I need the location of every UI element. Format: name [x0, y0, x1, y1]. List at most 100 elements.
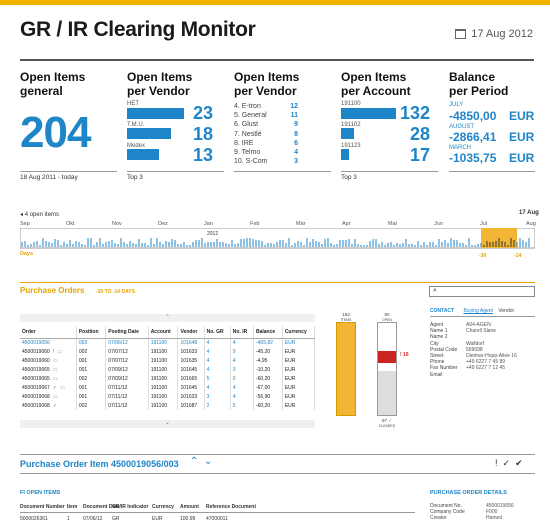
table-row[interactable]: 4500019068 ✓ 002 07/11/12 191100 101687 2 5 -60,… — [20, 401, 316, 410]
cell-value: 2 — [206, 402, 210, 409]
timeline-month: Jun — [434, 221, 443, 227]
table-row[interactable]: 4500019056 003 07/06/12 191100 101648 4 4 -465,… — [20, 338, 316, 347]
account-bar[interactable] — [341, 149, 349, 160]
fi-column-header[interactable]: Item — [67, 504, 78, 510]
fi-column-header[interactable]: Document Date — [83, 504, 120, 510]
balance-value[interactable]: -4850,00 — [449, 109, 497, 123]
cell-value: EUR — [284, 375, 296, 382]
timeline-chart[interactable] — [20, 228, 535, 250]
vendor-bar[interactable] — [127, 149, 159, 160]
column-header[interactable]: Currency — [282, 326, 316, 339]
chevron-up-icon[interactable]: ⌃ — [190, 456, 199, 467]
account-bar[interactable] — [341, 108, 396, 119]
contact-divider — [430, 316, 535, 317]
rank-value[interactable]: 4 — [294, 149, 298, 156]
column-header[interactable]: Order — [20, 326, 77, 339]
vendor-value[interactable]: 13 — [192, 145, 213, 165]
warning-icon[interactable]: ! — [52, 348, 55, 355]
cell-value: 4 — [232, 384, 236, 391]
column-header[interactable]: Vendor — [177, 326, 205, 339]
table-row[interactable]: 4500019060 ▭ 001 07/07/12 191100 101635 4 4 -4,9… — [20, 356, 316, 365]
table-row[interactable]: 4500019065 ▭ 002 07/09/12 191100 101665 5 0 -60,… — [20, 374, 316, 383]
po-details-title: PURCHASE ORDER DETAILS — [430, 490, 507, 496]
column-header[interactable]: Account — [148, 326, 179, 339]
check-icon[interactable]: ✓ — [52, 402, 58, 409]
check-icon[interactable]: ✓ — [502, 458, 511, 468]
cell-value: 3 — [232, 366, 236, 373]
vendor-bar[interactable] — [127, 108, 184, 119]
comment-icon[interactable]: ▭ — [60, 384, 65, 391]
column-header[interactable]: Position — [76, 326, 107, 339]
table-cell: EUR — [282, 365, 316, 374]
fi-column-header[interactable]: Currency — [152, 504, 174, 510]
column-header[interactable]: No. IR — [230, 326, 254, 339]
account-bar[interactable] — [341, 128, 354, 139]
rank-value[interactable]: 11 — [290, 112, 298, 120]
gauge-items-bar[interactable] — [336, 322, 356, 416]
vendor-value[interactable]: 23 — [192, 103, 213, 123]
table-cell: 4500019056 — [20, 338, 77, 347]
cell-value: 07/11/12 — [108, 384, 128, 391]
contact-tabs: CONTACT Buying Agent Vendor — [430, 308, 514, 314]
rank-value[interactable]: 12 — [290, 103, 298, 110]
rank-label: 6. Glust — [234, 121, 259, 129]
table-cell: 4 — [204, 383, 231, 392]
fi-column-header[interactable]: Reference Document — [206, 504, 257, 510]
rank-value[interactable]: 3 — [294, 158, 298, 166]
table-scroll-up[interactable]: ⌃ — [20, 314, 315, 322]
table-row[interactable]: 4500019065 ▭ 001 07/09/12 191100 101645 4 3 -10,… — [20, 365, 316, 374]
cell-value: -10,20 — [255, 366, 271, 373]
comment-icon[interactable]: ▭ — [57, 348, 62, 355]
fi-column-header[interactable]: GR/IR Indicator — [112, 504, 149, 510]
check-circle-icon[interactable]: ✔ — [515, 458, 523, 468]
kpi-general-value[interactable]: 204 — [20, 108, 91, 157]
gauge-open-bar[interactable] — [377, 322, 397, 416]
balance-currency: EUR — [509, 151, 535, 165]
timeline-left-label: ◂ 4 open items — [20, 212, 60, 218]
tab-contact[interactable]: CONTACT — [430, 308, 455, 314]
comment-icon[interactable]: ▭ — [52, 357, 58, 364]
vendor-value[interactable]: 18 — [192, 124, 213, 144]
cell-value: 4500019056 — [22, 339, 50, 346]
rank-value[interactable]: 6 — [294, 139, 298, 147]
fi-column-header[interactable]: Amount — [180, 504, 199, 510]
tab-buying-agent[interactable]: Buying Agent — [463, 308, 493, 314]
cell-value: 191100 — [150, 339, 168, 346]
timeline-marker-a[interactable]: -30 — [479, 253, 487, 259]
vendor-bar[interactable] — [127, 128, 171, 139]
cell-value: 07/09/12 — [108, 366, 128, 373]
timeline-month: Sep — [20, 221, 30, 227]
table-cell: 07/06/12 — [105, 338, 149, 347]
fi-column-header[interactable]: Document Number — [20, 504, 65, 510]
table-cell: 4500019065 ▭ — [20, 374, 77, 383]
tab-vendor[interactable]: Vendor — [498, 308, 515, 314]
balance-value[interactable]: -1035,75 — [449, 151, 497, 165]
account-value[interactable]: 132 — [399, 103, 430, 123]
po-search-input[interactable]: ⌕ — [429, 286, 535, 297]
chevron-down-icon[interactable]: ⌄ — [203, 456, 213, 467]
table-cell: 4500019068 ✓ — [20, 401, 77, 410]
column-header[interactable]: No. GR — [204, 326, 231, 339]
balance-value[interactable]: -2866,41 — [449, 130, 497, 144]
column-header[interactable]: Balance — [253, 326, 283, 339]
rank-value[interactable]: 8 — [294, 130, 298, 138]
comment-icon[interactable]: ▭ — [52, 366, 58, 373]
table-cell: 001 — [76, 356, 107, 365]
table-row[interactable]: 4500019067 ✓ ▭ 001 07/11/12 191100 101645 4 4 -67… — [20, 383, 316, 392]
account-value[interactable]: 28 — [409, 124, 430, 144]
comment-icon[interactable]: ▭ — [52, 375, 58, 382]
table-scroll-down[interactable]: ⌄ — [20, 420, 315, 428]
cell-value: 191100 — [150, 357, 168, 364]
column-header[interactable]: Posting Date — [105, 326, 149, 339]
cell-value: 101648 — [180, 339, 198, 346]
table-row[interactable]: 4500019068 ▭ 001 07/11/12 191100 101633 3 4 -56,… — [20, 392, 316, 401]
timeline-marker-b[interactable]: -14 — [514, 253, 522, 259]
comment-icon[interactable]: ▭ — [52, 393, 58, 400]
table-cell: 002 — [76, 347, 107, 356]
table-row[interactable]: 4500019060! ▭ 002 07/07/12 191100 101633 4 9 -45… — [20, 347, 316, 356]
account-value[interactable]: 17 — [409, 145, 430, 165]
warning-icon[interactable]: ! — [495, 458, 498, 468]
check-icon[interactable]: ✓ — [52, 384, 58, 391]
contact-field-value: Walldorf — [466, 340, 485, 347]
rank-value[interactable]: 9 — [294, 121, 298, 129]
